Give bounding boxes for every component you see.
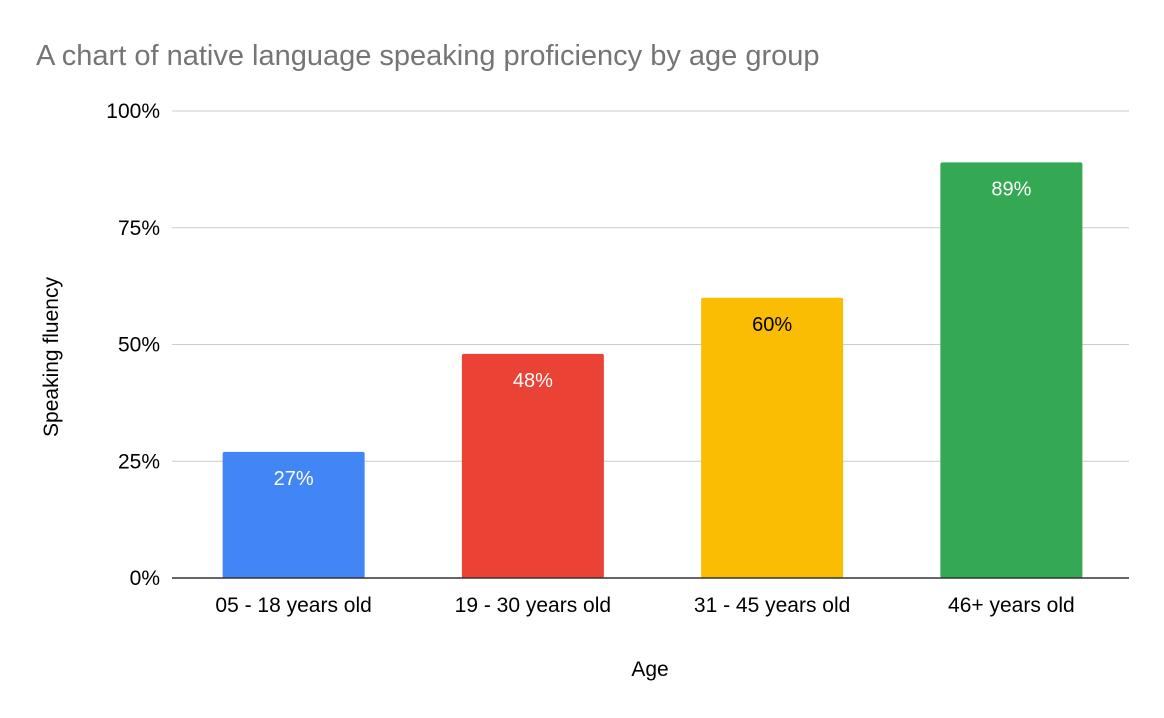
y-tick-label: 75% bbox=[118, 217, 160, 240]
x-tick-label: 19 - 30 years old bbox=[455, 594, 611, 617]
data-label: 89% bbox=[991, 178, 1031, 200]
y-axis-ticks: 0% 25% 50% 75% 100% bbox=[106, 100, 160, 590]
x-tick-label: 05 - 18 years old bbox=[215, 594, 371, 617]
y-tick-label: 100% bbox=[106, 100, 160, 123]
y-tick-label: 25% bbox=[118, 450, 160, 473]
x-axis-ticks: 05 - 18 years old 19 - 30 years old 31 - 4… bbox=[215, 594, 1074, 617]
x-axis-label: Age bbox=[631, 658, 668, 681]
x-tick-label: 46+ years old bbox=[948, 594, 1075, 617]
data-label: 27% bbox=[274, 468, 314, 490]
bars: 27% 48% 60% 89% bbox=[222, 162, 1083, 578]
x-tick-label: 31 - 45 years old bbox=[694, 594, 850, 617]
y-axis-label: Speaking fluency bbox=[40, 277, 63, 437]
y-tick-label: 0% bbox=[130, 567, 160, 590]
bar bbox=[461, 353, 604, 578]
bar bbox=[701, 297, 844, 578]
chart-title: A chart of native language speaking prof… bbox=[36, 40, 820, 72]
bar bbox=[940, 162, 1083, 578]
data-label: 48% bbox=[513, 370, 553, 392]
y-tick-label: 50% bbox=[118, 334, 160, 357]
bar bbox=[222, 451, 365, 578]
data-label: 60% bbox=[752, 314, 792, 336]
